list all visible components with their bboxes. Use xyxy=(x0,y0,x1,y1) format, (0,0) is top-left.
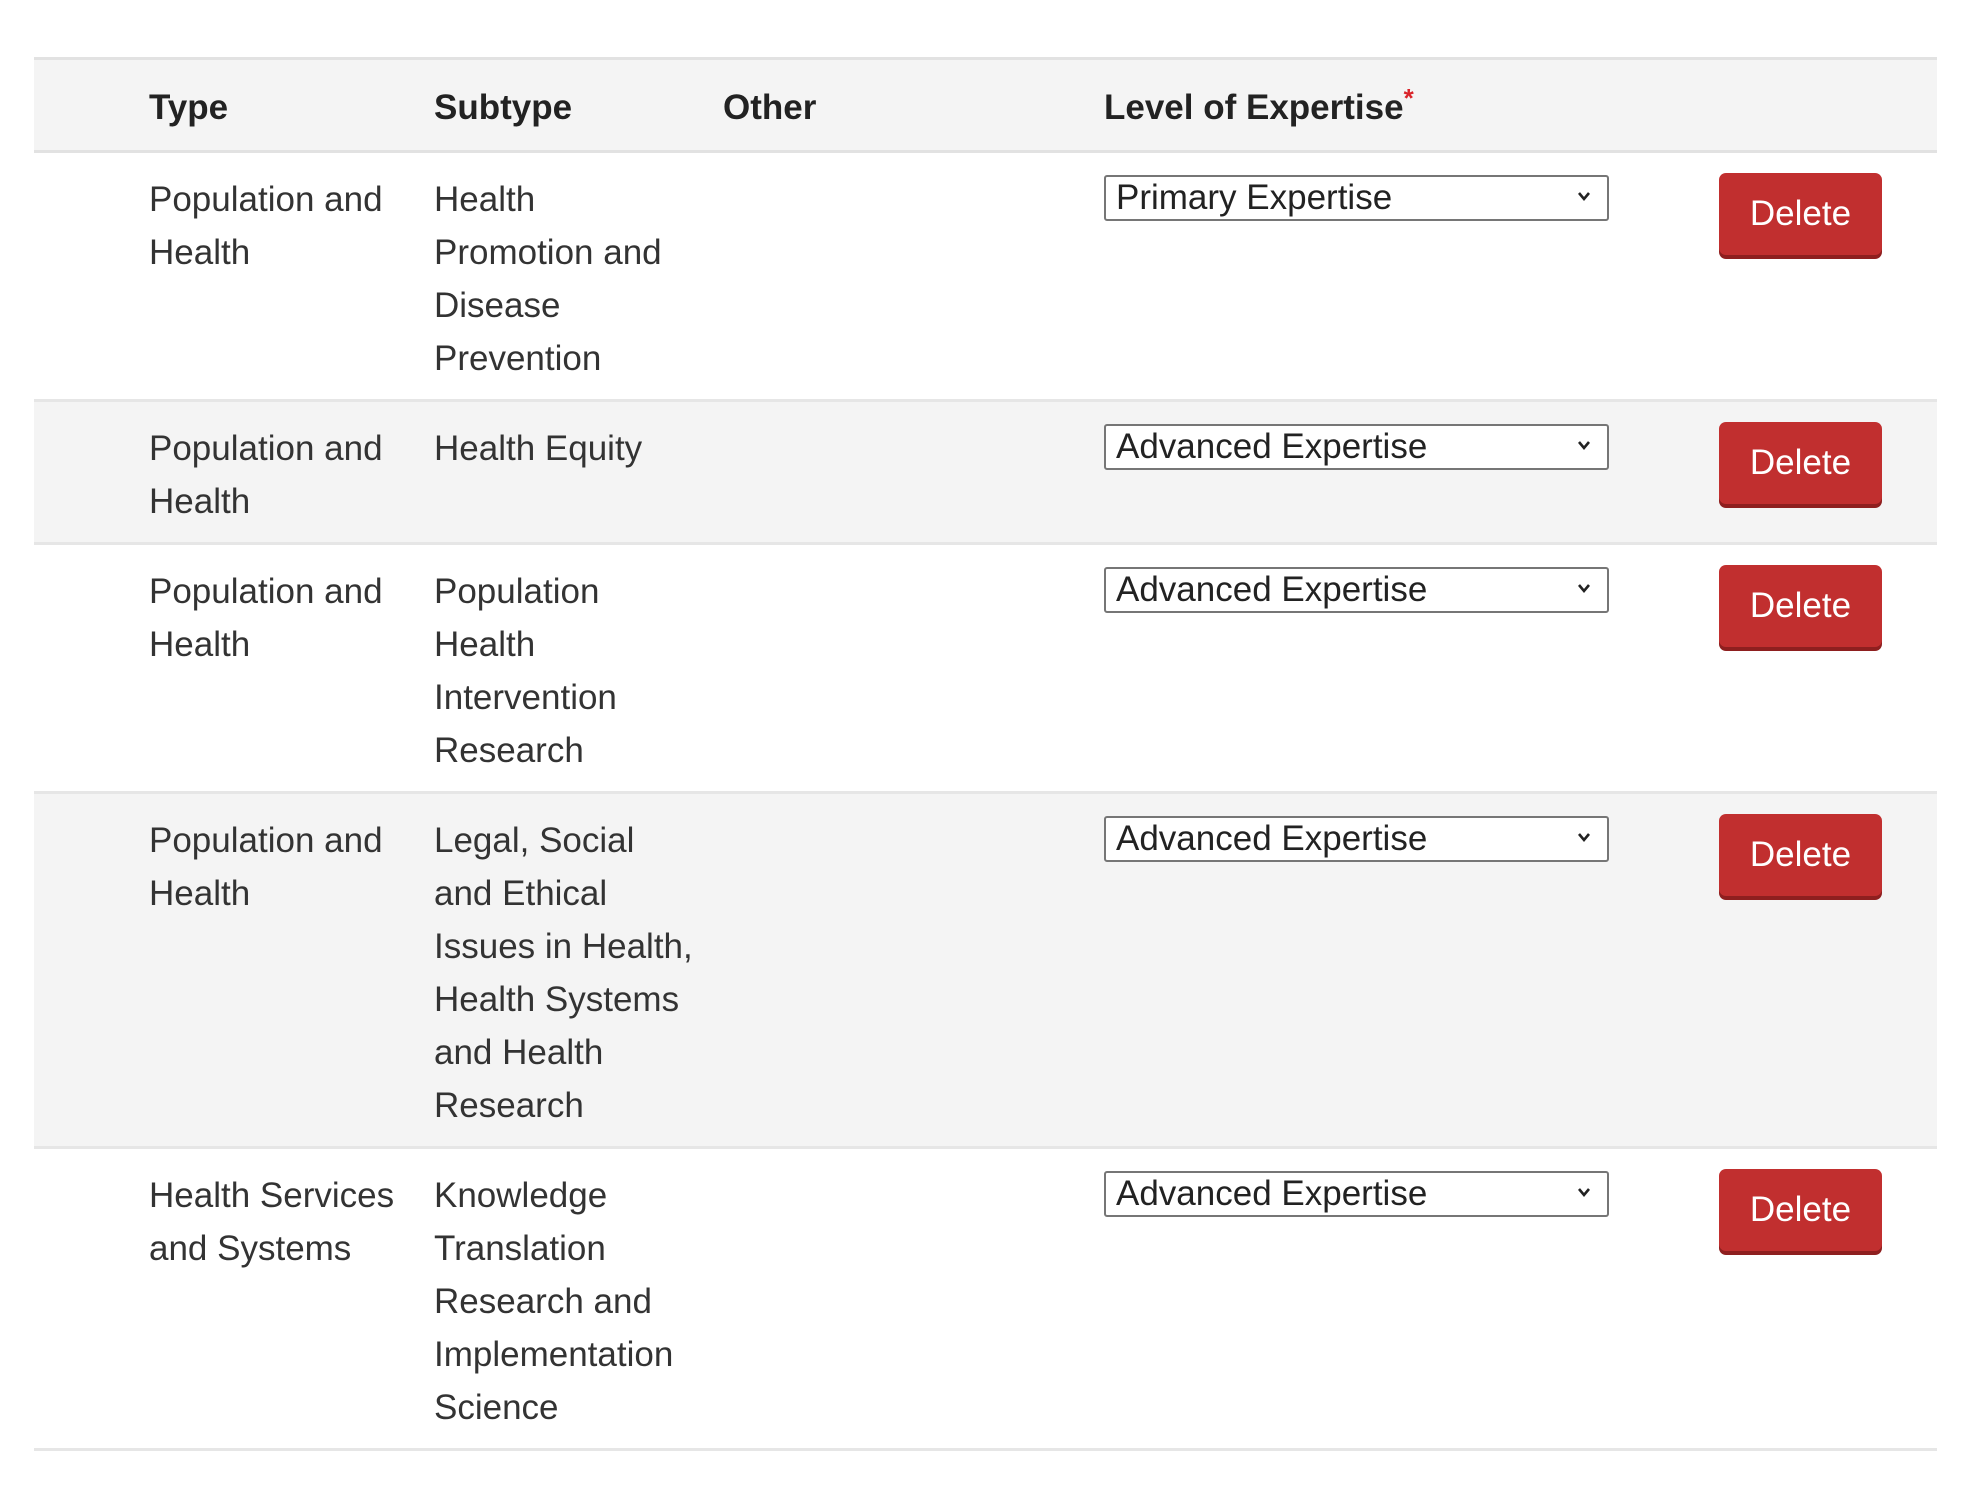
delete-button[interactable]: Delete xyxy=(1719,422,1882,504)
level-of-expertise-select[interactable]: Advanced Expertise xyxy=(1104,424,1609,470)
delete-button[interactable]: Delete xyxy=(1719,1169,1882,1251)
subtype-cell: Population Health Intervention Research xyxy=(434,572,617,770)
subtype-cell: Health Promotion and Disease Prevention xyxy=(434,180,662,378)
subtype-cell: Health Equity xyxy=(434,429,643,468)
required-asterisk: * xyxy=(1403,82,1414,113)
table-row: Population and Health Health Promotion a… xyxy=(34,152,1937,401)
table-row: Population and Health Health Equity Adva… xyxy=(34,400,1937,544)
level-of-expertise-select[interactable]: Advanced Expertise xyxy=(1104,1171,1609,1217)
table-row: Population and Health Legal, Social and … xyxy=(34,792,1937,1148)
level-of-expertise-select[interactable]: Advanced Expertise xyxy=(1104,567,1609,613)
other-cell xyxy=(711,152,1092,401)
expertise-table: Type Subtype Other Level of Expertise* P… xyxy=(34,57,1937,1451)
level-of-expertise-select[interactable]: Advanced Expertise xyxy=(1104,816,1609,862)
selected-level: Advanced Expertise xyxy=(1116,570,1428,609)
level-of-expertise-select[interactable]: Primary Expertise xyxy=(1104,175,1609,221)
other-cell xyxy=(711,544,1092,793)
column-header-type: Type xyxy=(149,87,229,127)
chevron-down-icon xyxy=(1578,441,1590,451)
chevron-down-icon xyxy=(1578,584,1590,594)
chevron-down-icon xyxy=(1578,192,1590,202)
type-cell: Population and Health xyxy=(149,429,383,521)
subtype-cell: Legal, Social and Ethical Issues in Heal… xyxy=(434,821,693,1125)
delete-button[interactable]: Delete xyxy=(1719,173,1882,255)
type-cell: Health Services and Systems xyxy=(149,1176,395,1268)
chevron-down-icon xyxy=(1578,1188,1590,1198)
column-header-subtype: Subtype xyxy=(434,87,573,127)
selected-level: Advanced Expertise xyxy=(1116,427,1428,466)
table-row: Health Services and Systems Knowledge Tr… xyxy=(34,1148,1937,1450)
type-cell: Population and Health xyxy=(149,180,383,272)
other-cell xyxy=(711,793,1092,1148)
subtype-cell: Knowledge Translation Research and Imple… xyxy=(434,1176,674,1427)
column-header-other: Other xyxy=(723,87,817,127)
type-cell: Population and Health xyxy=(149,572,383,664)
selected-level: Advanced Expertise xyxy=(1116,819,1428,858)
table-header-row: Type Subtype Other Level of Expertise* xyxy=(34,58,1937,152)
selected-level: Advanced Expertise xyxy=(1116,1174,1428,1213)
delete-button[interactable]: Delete xyxy=(1719,814,1882,896)
other-cell xyxy=(711,1148,1092,1450)
selected-level: Primary Expertise xyxy=(1116,178,1393,217)
type-cell: Population and Health xyxy=(149,821,383,913)
table-row: Population and Health Population Health … xyxy=(34,544,1937,793)
other-cell xyxy=(711,401,1092,544)
chevron-down-icon xyxy=(1578,833,1590,843)
column-header-level: Level of Expertise* xyxy=(1104,82,1414,127)
delete-button[interactable]: Delete xyxy=(1719,565,1882,647)
